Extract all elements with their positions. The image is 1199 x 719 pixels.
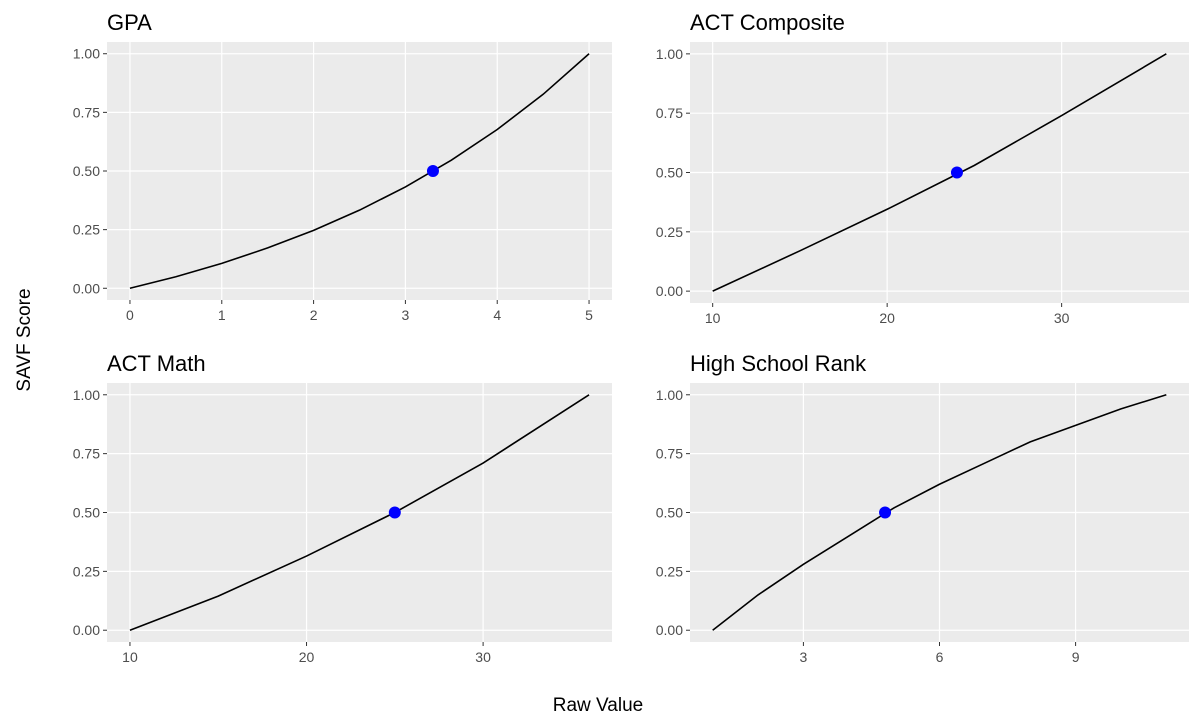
y-tick-label: 0.00 xyxy=(656,283,683,299)
curve xyxy=(129,53,590,290)
x-tick-label: 2 xyxy=(310,307,318,323)
y-tick-label: 0.25 xyxy=(73,222,100,238)
y-tick-label: 0.00 xyxy=(73,280,100,296)
curve xyxy=(712,394,1167,631)
y-axis-title: SAVF Score xyxy=(14,288,35,391)
x-tick-label: 9 xyxy=(1072,649,1080,665)
panel-title: ACT Composite xyxy=(690,10,845,35)
y-tick-label: 0.00 xyxy=(73,622,100,638)
x-tick-label: 30 xyxy=(475,649,491,665)
y-tick-label: 0.25 xyxy=(73,563,100,579)
x-tick-label: 20 xyxy=(299,649,315,665)
x-tick-label: 3 xyxy=(402,307,410,323)
panel-title: ACT Math xyxy=(107,351,206,376)
y-tick-label: 0.00 xyxy=(656,622,683,638)
panel-title: GPA xyxy=(107,10,152,35)
y-tick-label: 0.50 xyxy=(73,163,100,179)
point xyxy=(879,506,892,519)
y-tick-label: 0.25 xyxy=(656,224,683,240)
x-tick-label: 0 xyxy=(126,307,134,323)
x-tick-label: 3 xyxy=(800,649,808,665)
curve xyxy=(712,53,1167,292)
y-tick-label: 0.75 xyxy=(656,105,683,121)
point xyxy=(426,165,439,177)
panel-title: High School Rank xyxy=(690,351,867,376)
x-tick-label: 6 xyxy=(936,649,944,665)
point xyxy=(388,506,401,519)
point xyxy=(950,166,963,179)
y-tick-label: 0.75 xyxy=(73,446,100,462)
y-tick-label: 1.00 xyxy=(73,46,100,62)
x-tick-label: 20 xyxy=(879,310,895,326)
y-tick-label: 1.00 xyxy=(656,387,683,403)
y-tick-label: 0.50 xyxy=(656,165,683,181)
x-tick-label: 10 xyxy=(705,310,721,326)
x-axis-title: Raw Value xyxy=(553,695,643,716)
y-tick-label: 0.50 xyxy=(73,505,100,521)
x-tick-label: 30 xyxy=(1054,310,1070,326)
y-tick-label: 0.25 xyxy=(656,563,683,579)
y-tick-label: 1.00 xyxy=(656,46,683,62)
y-tick-label: 1.00 xyxy=(73,387,100,403)
x-tick-label: 10 xyxy=(122,649,138,665)
x-tick-label: 5 xyxy=(585,307,593,323)
curve xyxy=(129,394,590,631)
y-tick-label: 0.75 xyxy=(656,446,683,462)
x-tick-label: 4 xyxy=(493,307,501,323)
y-tick-label: 0.75 xyxy=(73,104,100,120)
x-tick-label: 1 xyxy=(218,307,226,323)
y-tick-label: 0.50 xyxy=(656,505,683,521)
